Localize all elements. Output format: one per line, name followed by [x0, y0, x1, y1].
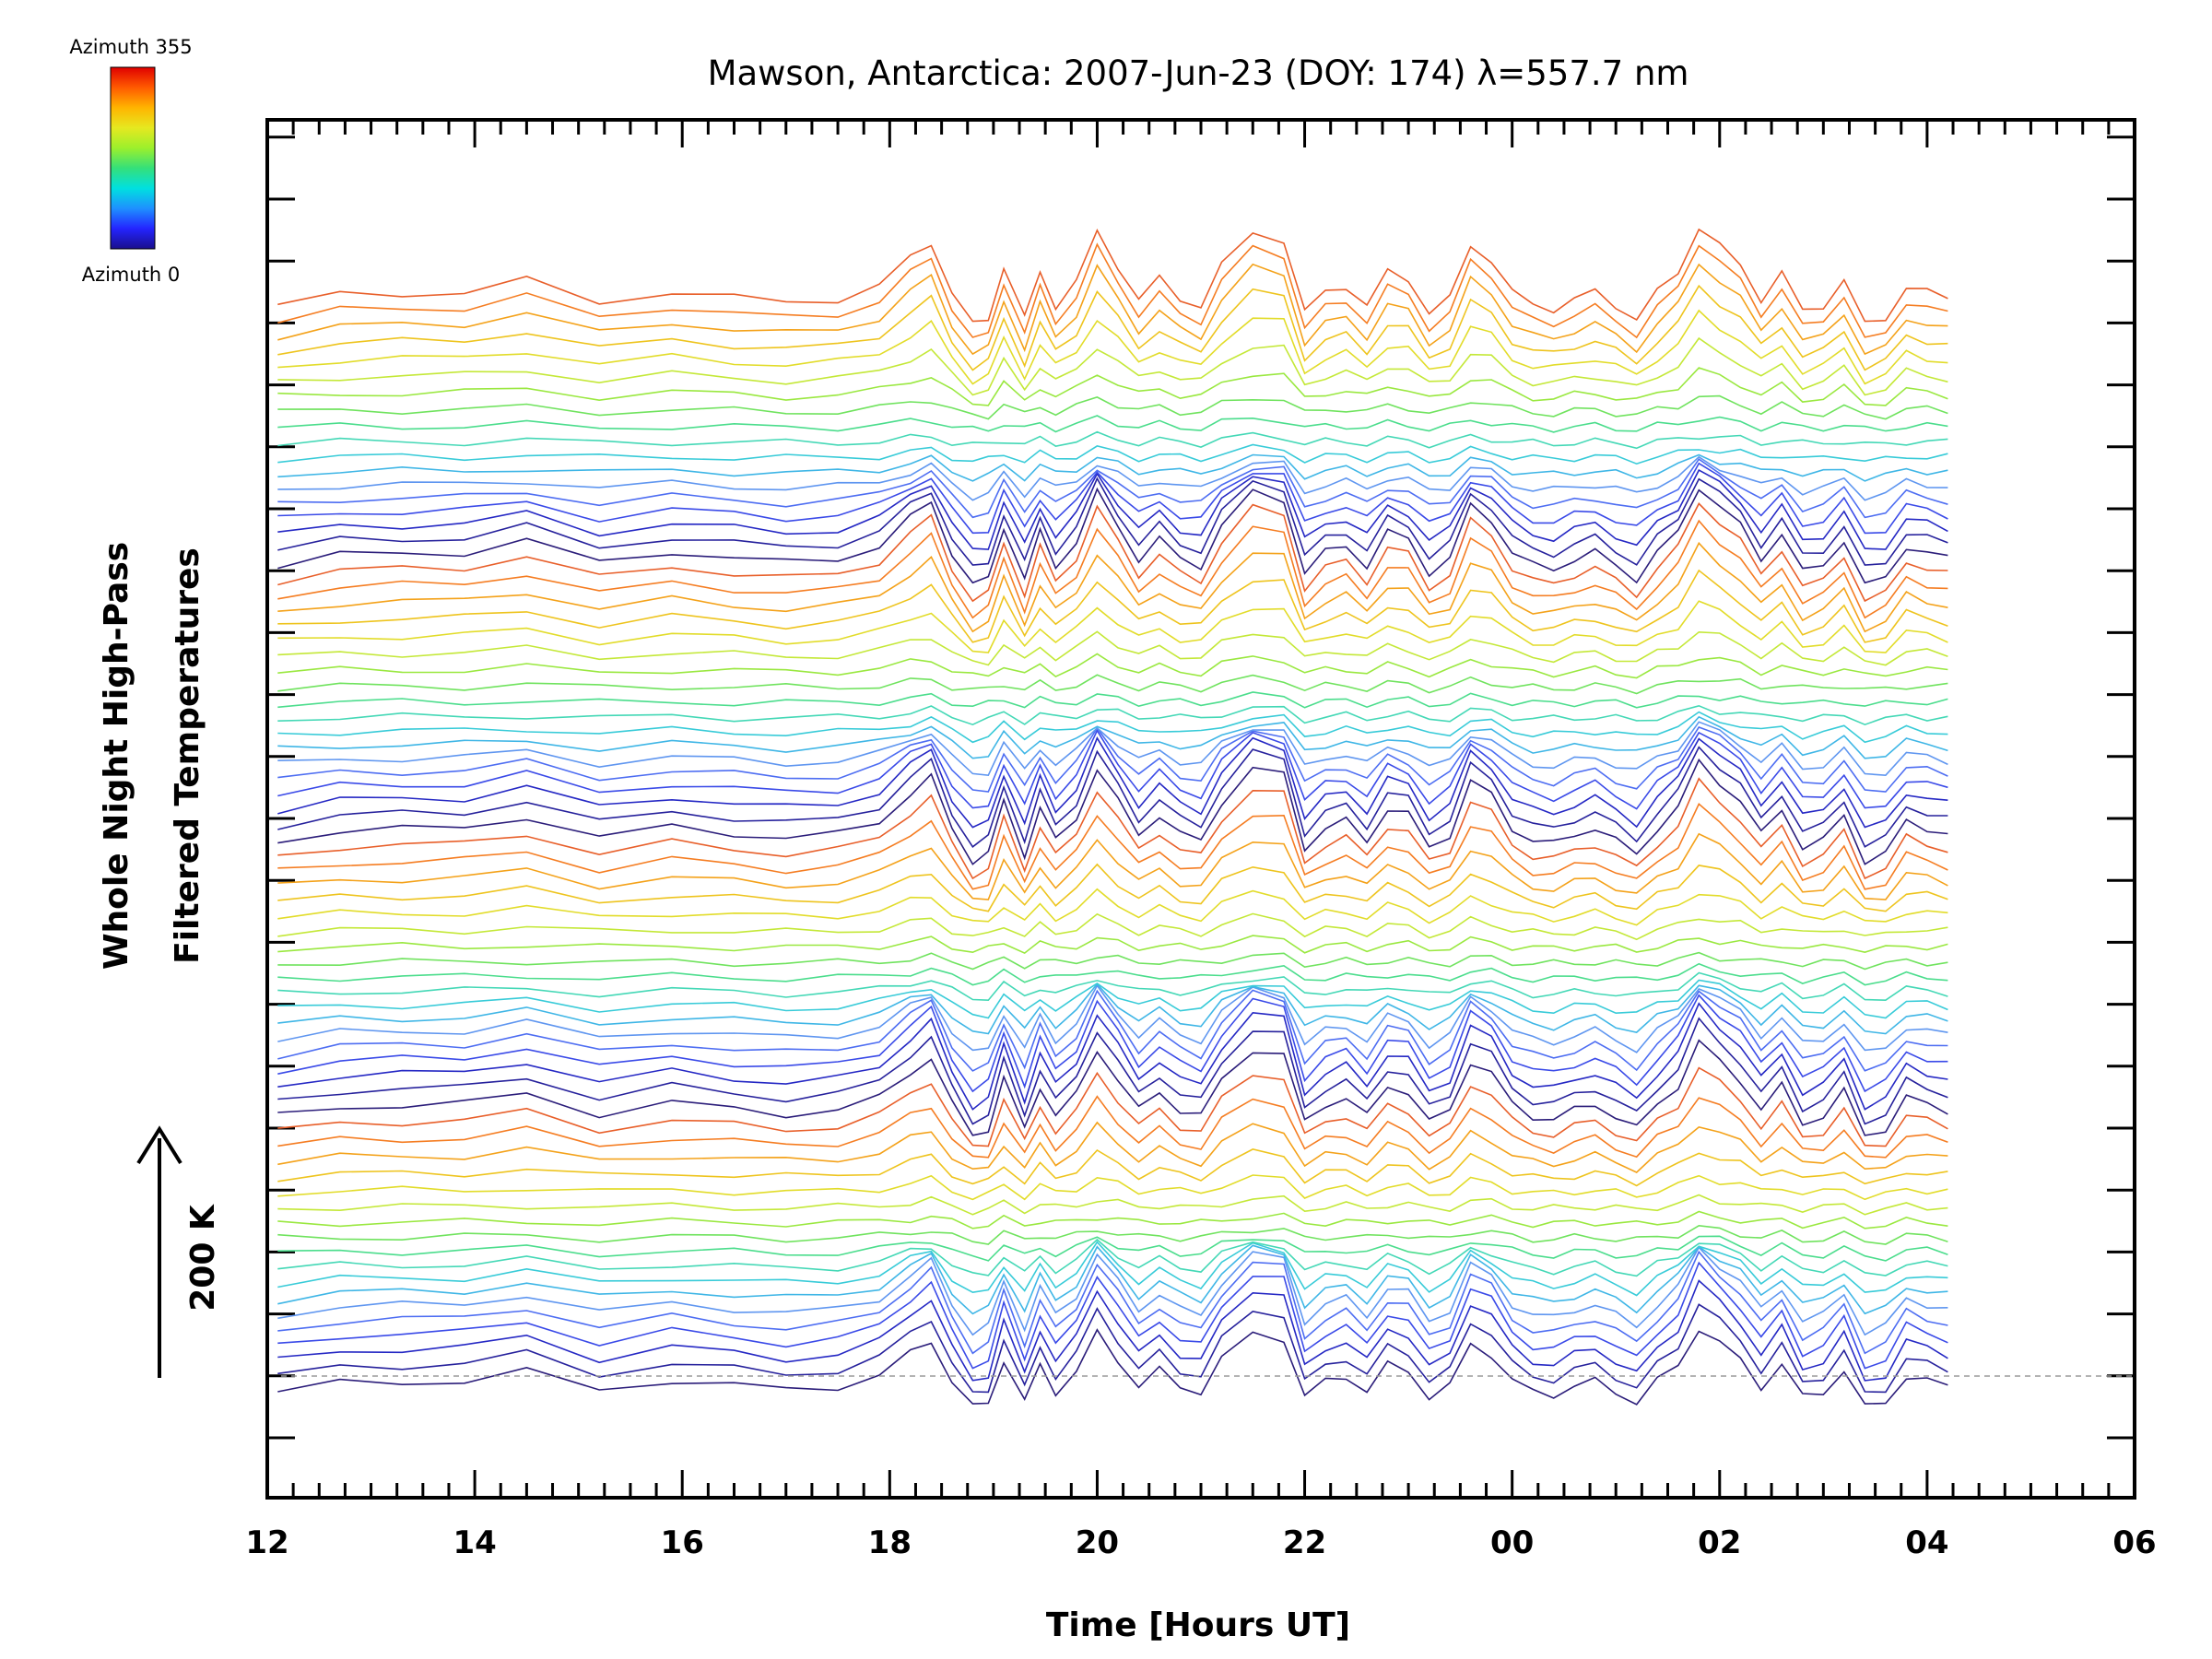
- azimuth-trace: [277, 1244, 1948, 1315]
- azimuth-trace: [277, 469, 1948, 550]
- azimuth-trace: [277, 263, 1948, 356]
- x-tick-label: 04: [1905, 1524, 1948, 1561]
- azimuth-trace: [277, 430, 1948, 450]
- scale-label: 200 K: [184, 1204, 222, 1312]
- trace-group: [277, 228, 1948, 1406]
- colorbar-bottom-label: Azimuth 0: [82, 264, 181, 286]
- azimuth-trace: [277, 309, 1948, 385]
- x-tick-labels: 12 14 16 18 20 22 00 02 04 06: [245, 1524, 2156, 1561]
- x-tick-label: 20: [1076, 1524, 1119, 1561]
- azimuth-trace: [277, 630, 1948, 666]
- azimuth-trace: [277, 569, 1948, 643]
- colorbar-top-label: Azimuth 355: [69, 36, 192, 58]
- azimuth-trace: [277, 394, 1948, 420]
- azimuth-trace: [277, 1279, 1948, 1382]
- x-tick-label: 22: [1283, 1524, 1326, 1561]
- azimuth-trace: [277, 367, 1948, 406]
- y-axis-label-line2: Filtered Temperatures: [169, 547, 206, 964]
- azimuth-trace: [277, 1017, 1948, 1125]
- azimuth-trace: [277, 951, 1948, 971]
- azimuth-trace: [277, 674, 1948, 695]
- x-tick-label: 12: [245, 1524, 288, 1561]
- azimuth-trace: [277, 912, 1948, 941]
- colorbar: [110, 66, 156, 250]
- azimuth-trace: [277, 721, 1948, 777]
- azimuth-trace: [277, 1250, 1948, 1355]
- azimuth-trace: [277, 1174, 1948, 1201]
- azimuth-trace: [277, 691, 1948, 709]
- azimuth-trace: [277, 962, 1948, 986]
- x-tick-label: 02: [1698, 1524, 1741, 1561]
- azimuth-trace: [277, 1095, 1948, 1159]
- azimuth-trace: [277, 336, 1948, 396]
- azimuth-trace: [277, 888, 1948, 926]
- azimuth-trace: [277, 863, 1948, 912]
- azimuth-trace: [277, 453, 1948, 482]
- azimuth-trace: [277, 1246, 1948, 1336]
- azimuth-trace: [277, 715, 1948, 759]
- x-tick-label: 16: [661, 1524, 704, 1561]
- azimuth-trace: [277, 1303, 1948, 1394]
- azimuth-trace: [277, 989, 1948, 1072]
- x-tick-label: 00: [1490, 1524, 1534, 1561]
- azimuth-trace: [277, 971, 1948, 1002]
- azimuth-trace: [277, 711, 1948, 744]
- azimuth-trace: [277, 935, 1948, 955]
- azimuth-trace: [277, 284, 1948, 371]
- x-tick-label: 18: [868, 1524, 912, 1561]
- azimuth-trace: [277, 541, 1948, 633]
- chart-title: Mawson, Antarctica: 2007-Jun-23 (DOY: 17…: [708, 53, 1689, 93]
- azimuth-trace: [277, 1121, 1948, 1173]
- azimuth-trace: [277, 477, 1948, 566]
- x-axis-label: Time [Hours UT]: [1046, 1606, 1350, 1644]
- azimuth-trace: [277, 746, 1948, 848]
- azimuth-trace: [277, 736, 1948, 829]
- azimuth-trace: [277, 729, 1948, 810]
- azimuth-trace: [277, 1261, 1948, 1370]
- azimuth-trace: [277, 455, 1948, 501]
- azimuth-trace: [277, 462, 1948, 535]
- azimuth-trace: [277, 1039, 1948, 1136]
- azimuth-trace: [277, 983, 1948, 1053]
- scale-arrow-head: [136, 1125, 182, 1165]
- azimuth-trace: [277, 1238, 1948, 1277]
- azimuth-trace: [277, 1002, 1948, 1111]
- azimuth-trace: [277, 1235, 1948, 1262]
- azimuth-trace: [277, 777, 1948, 880]
- azimuth-trace: [277, 487, 1948, 584]
- azimuth-trace: [277, 982, 1948, 1035]
- azimuth-trace: [277, 242, 1948, 339]
- azimuth-trace: [277, 1066, 1948, 1147]
- azimuth-trace: [277, 832, 1948, 900]
- x-tick-label: 14: [453, 1524, 496, 1561]
- azimuth-trace: [277, 502, 1948, 603]
- azimuth-trace: [277, 1328, 1948, 1406]
- azimuth-trace: [277, 600, 1948, 653]
- azimuth-trace: [277, 1194, 1948, 1216]
- azimuth-trace: [277, 1210, 1948, 1230]
- azimuth-trace: [277, 443, 1948, 465]
- plot-frame: [265, 118, 2136, 1500]
- axis-ticks: [265, 120, 2136, 1498]
- azimuth-trace: [277, 758, 1948, 865]
- azimuth-trace: [277, 458, 1948, 519]
- y-axis-label-line1: Whole Night High-Pass: [98, 542, 135, 970]
- azimuth-trace: [277, 704, 1948, 726]
- azimuth-trace: [277, 1148, 1948, 1187]
- azimuth-trace: [277, 1241, 1948, 1297]
- azimuth-trace: [277, 228, 1948, 323]
- x-tick-label: 06: [2112, 1524, 2156, 1561]
- azimuth-trace: [277, 726, 1948, 793]
- azimuth-trace: [277, 415, 1948, 433]
- azimuth-trace: [277, 1224, 1948, 1245]
- azimuth-trace: [277, 979, 1948, 1019]
- azimuth-trace: [277, 994, 1948, 1093]
- azimuth-trace: [277, 519, 1948, 619]
- azimuth-trace: [277, 803, 1948, 890]
- azimuth-trace: [277, 653, 1948, 679]
